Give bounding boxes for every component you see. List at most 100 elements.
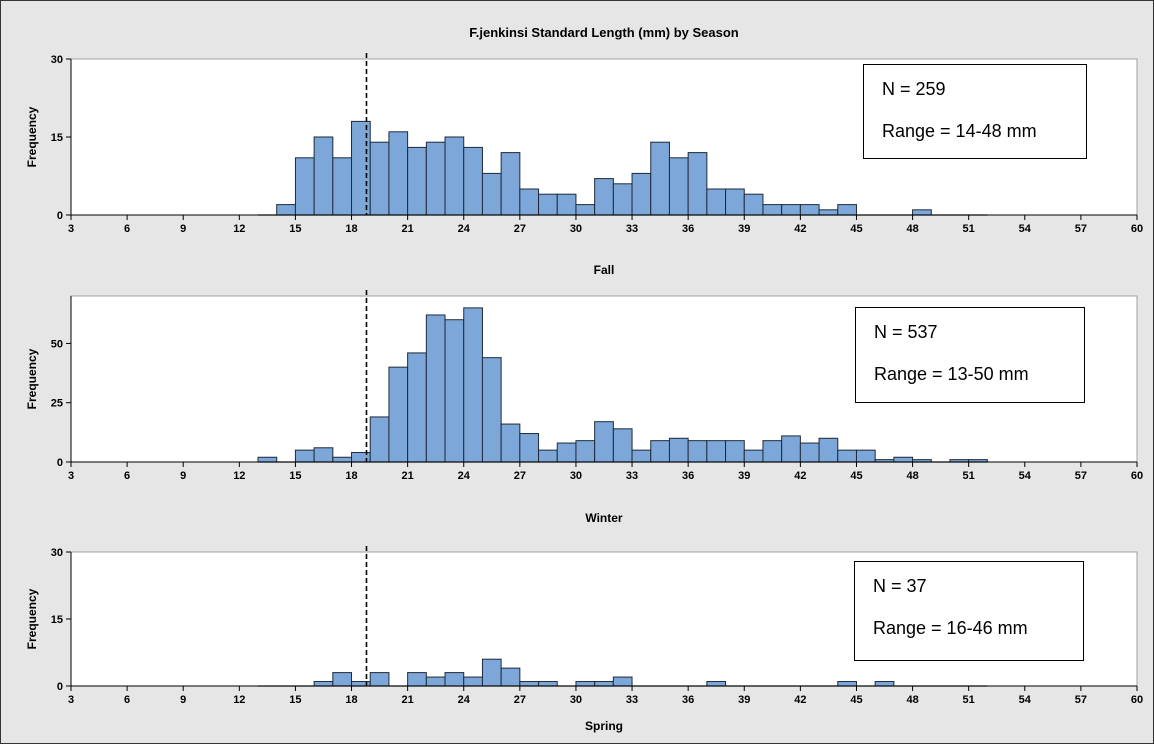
fall-bar — [594, 178, 614, 216]
winter-y-tick-label: 0 — [57, 457, 63, 469]
winter-bar — [706, 440, 727, 463]
winter-bar — [725, 440, 745, 463]
winter-x-tick-label: 15 — [289, 470, 301, 482]
winter-n: N = 537 — [874, 322, 938, 342]
fall-x-tick-label: 30 — [570, 223, 582, 235]
spring-bar — [612, 676, 633, 687]
winter-x-tick-label: 30 — [570, 470, 582, 482]
winter-bar — [463, 307, 483, 463]
winter-stats-box: N = 537 Range = 13-50 mm — [855, 307, 1085, 403]
winter-bar — [519, 433, 540, 463]
fall-x-tick-label: 12 — [233, 223, 245, 235]
spring-x-tick-label: 21 — [402, 694, 414, 706]
fall-x-tick-label: 3 — [68, 223, 74, 235]
fall-x-tick-label: 33 — [626, 223, 638, 235]
fall-bar — [313, 136, 334, 216]
fall-bar — [818, 209, 839, 216]
spring-x-tick-label: 60 — [1131, 694, 1143, 706]
winter-x-tick-label: 9 — [180, 470, 186, 482]
fall-bar — [687, 152, 708, 216]
fall-bar — [799, 204, 820, 216]
fall-bar — [668, 157, 689, 216]
spring-x-tick-label: 18 — [345, 694, 357, 706]
winter-bar — [687, 440, 708, 463]
winter-x-tick-label: 48 — [906, 470, 918, 482]
spring-x-tick-label: 3 — [68, 694, 74, 706]
winter-bar — [762, 440, 783, 463]
fall-bar — [762, 204, 783, 216]
winter-x-tick-label: 51 — [963, 470, 975, 482]
fall-bar — [519, 188, 540, 216]
winter-x-tick-label: 18 — [345, 470, 357, 482]
winter-x-tick-label: 24 — [458, 470, 471, 482]
winter-bar — [425, 314, 446, 463]
winter-bar — [294, 449, 315, 463]
spring-bar — [313, 681, 334, 687]
spring-x-tick-label: 39 — [738, 694, 750, 706]
fall-x-tick-label: 45 — [850, 223, 862, 235]
fall-y-tick-label: 15 — [51, 132, 63, 144]
fall-bar — [332, 157, 353, 216]
winter-x-tick-label: 42 — [794, 470, 806, 482]
winter-bar — [743, 449, 764, 463]
winter-x-tick-label: 60 — [1131, 470, 1143, 482]
spring-bar — [407, 672, 427, 687]
fall-bar — [444, 136, 465, 216]
spring-x-tick-label: 27 — [514, 694, 526, 706]
spring-stats-box: N = 37 Range = 16-46 mm — [854, 561, 1084, 661]
spring-bar — [538, 681, 558, 687]
fall-bar — [369, 141, 390, 216]
winter-panel-label: Winter — [585, 511, 623, 525]
fall-bar — [612, 183, 633, 216]
spring-x-tick-label: 9 — [180, 694, 186, 706]
spring-bar — [594, 681, 614, 687]
fall-bar — [294, 157, 315, 216]
fall-y-tick-label: 0 — [57, 210, 63, 222]
winter-bar — [556, 442, 577, 463]
winter-bar — [257, 456, 278, 463]
winter-bar — [650, 440, 670, 463]
spring-x-tick-label: 54 — [1019, 694, 1032, 706]
spring-x-tick-label: 6 — [124, 694, 130, 706]
fall-x-tick-label: 57 — [1075, 223, 1087, 235]
winter-bar — [799, 442, 820, 463]
spring-bar — [874, 681, 895, 687]
winter-bar — [631, 449, 652, 463]
spring-x-tick-label: 42 — [794, 694, 806, 706]
winter-y-tick-label: 50 — [51, 338, 63, 350]
winter-bar — [893, 456, 914, 463]
fall-y-label: Frequency — [25, 106, 39, 167]
fall-bar — [388, 131, 409, 216]
winter-x-tick-label: 12 — [233, 470, 245, 482]
fall-bar — [500, 152, 521, 216]
fall-bar — [650, 141, 670, 216]
fall-x-tick-label: 48 — [906, 223, 918, 235]
fall-x-tick-label: 27 — [514, 223, 526, 235]
fall-x-tick-label: 36 — [682, 223, 694, 235]
spring-bar — [369, 672, 390, 687]
fall-bar — [631, 172, 652, 216]
spring-bar — [351, 681, 371, 687]
spring-bar — [481, 658, 502, 687]
winter-bar — [612, 428, 633, 463]
spring-x-tick-label: 45 — [850, 694, 862, 706]
winter-bar — [351, 452, 371, 463]
fall-x-tick-label: 9 — [180, 223, 186, 235]
winter-y-label: Frequency — [25, 348, 39, 409]
spring-bar — [519, 681, 540, 687]
winter-x-tick-label: 27 — [514, 470, 526, 482]
fall-bar — [556, 193, 577, 216]
winter-bar — [388, 366, 409, 463]
spring-y-tick-label: 30 — [51, 547, 63, 559]
spring-x-tick-label: 15 — [289, 694, 301, 706]
winter-bar — [369, 416, 390, 463]
winter-x-tick-label: 57 — [1075, 470, 1087, 482]
winter-bar — [781, 435, 801, 463]
winter-x-tick-label: 21 — [402, 470, 414, 482]
fall-bar — [706, 188, 727, 216]
winter-x-tick-label: 3 — [68, 470, 74, 482]
fall-x-tick-label: 42 — [794, 223, 806, 235]
spring-x-tick-label: 57 — [1075, 694, 1087, 706]
fall-stats-box: N = 259 Range = 14-48 mm — [863, 64, 1087, 159]
chart-title: F.jenkinsi Standard Length (mm) by Seaso… — [469, 25, 738, 40]
